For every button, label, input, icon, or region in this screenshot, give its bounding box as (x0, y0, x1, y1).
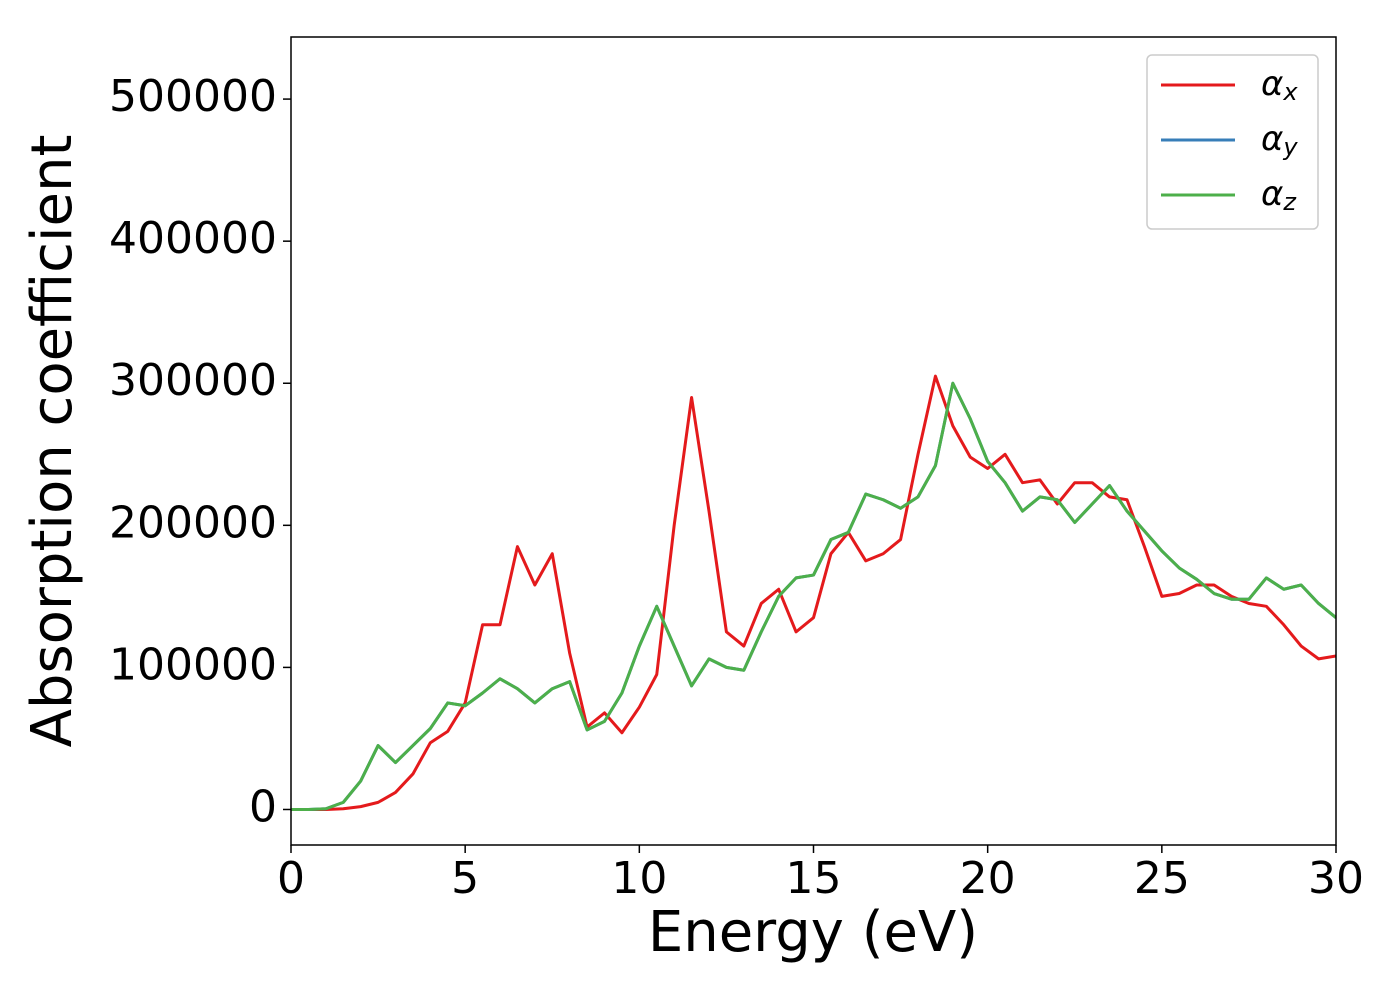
data-line (291, 374, 1336, 811)
y-tick-label: 100000 (109, 639, 277, 690)
x-axis-label: Energy (eV) (648, 900, 978, 965)
plot-frame (290, 36, 1337, 846)
legend-label: αz (1261, 174, 1297, 217)
legend-label: αy (1261, 119, 1298, 162)
data-line (291, 381, 1336, 811)
x-tick-label: 5 (451, 853, 479, 904)
x-tick-label: 25 (1134, 853, 1190, 904)
x-tick-label: 0 (277, 853, 305, 904)
legend-box (1146, 54, 1319, 230)
x-tick-label: 20 (960, 853, 1016, 904)
data-line (291, 381, 1336, 811)
x-tick-label: 10 (611, 853, 667, 904)
y-tick-label: 200000 (109, 497, 277, 548)
y-axis-label: Absorption coefficient (20, 135, 85, 748)
y-tick-label: 400000 (109, 213, 277, 264)
x-tick-label: 15 (786, 853, 842, 904)
plot-area (291, 374, 1336, 811)
x-tick-label: 30 (1308, 853, 1364, 904)
y-tick-label: 500000 (109, 71, 277, 122)
legend-label: αx (1261, 64, 1298, 107)
y-tick-label: 0 (249, 781, 277, 832)
legend: αx αy αz (1146, 54, 1319, 230)
y-tick-label: 300000 (109, 355, 277, 406)
